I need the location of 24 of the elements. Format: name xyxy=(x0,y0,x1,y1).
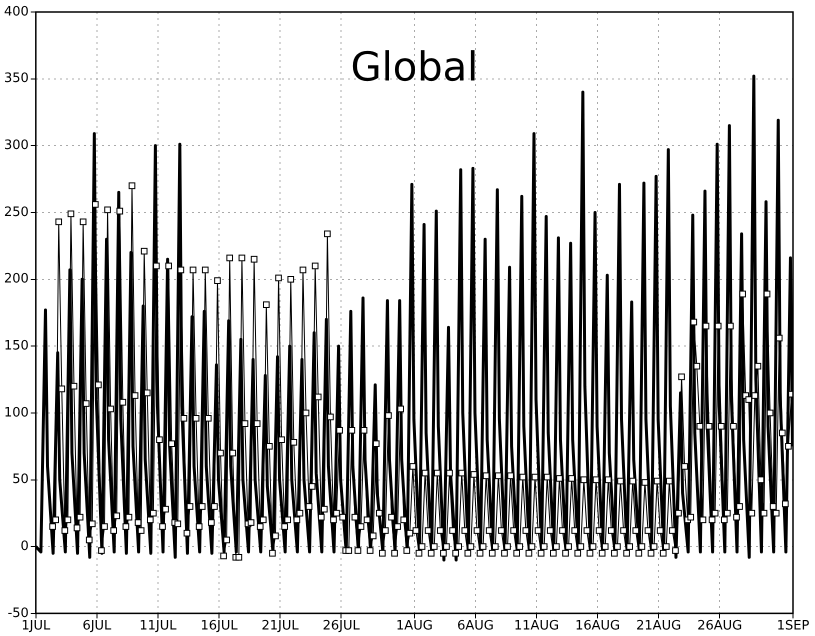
x-tick-label: 26JUL xyxy=(322,618,360,634)
y-tick-label: 50 xyxy=(12,472,29,488)
x-tick-label: 21JUL xyxy=(261,618,300,634)
x-tick-label: 1AUG xyxy=(396,618,433,634)
y-tick-label: 250 xyxy=(4,204,29,220)
x-tick-label: 21AUG xyxy=(636,618,682,634)
x-tick-label: 26AUG xyxy=(697,618,742,634)
y-tick-label: 200 xyxy=(4,272,29,287)
x-tick-label: 1JUL xyxy=(21,618,51,634)
x-tick-label: 6JUL xyxy=(82,618,112,634)
x-tick-label: 16AUG xyxy=(575,618,620,634)
y-tick-label: 400 xyxy=(4,4,29,20)
y-tick-label: 0 xyxy=(20,538,29,554)
x-tick-label: 6AUG xyxy=(457,618,494,634)
x-tick-label: 11JUL xyxy=(139,618,178,634)
y-tick-label: -50 xyxy=(8,606,29,621)
y-tick-label: 100 xyxy=(4,405,29,420)
x-tick-label: 16JUL xyxy=(200,618,238,634)
y-tick-label: 300 xyxy=(4,138,29,154)
text: Global xyxy=(350,44,478,90)
x-tick-label: 1SEP xyxy=(776,618,810,634)
y-tick-label: 150 xyxy=(4,338,29,354)
x-tick-label: 11AUG xyxy=(514,618,560,634)
y-tick-label: 350 xyxy=(4,71,29,86)
